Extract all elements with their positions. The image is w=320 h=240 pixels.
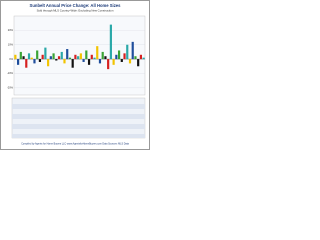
plot-area bbox=[13, 15, 146, 96]
bar bbox=[41, 54, 44, 60]
y-tick-label: -20% bbox=[7, 86, 14, 90]
bar bbox=[33, 59, 36, 64]
bar bbox=[142, 57, 145, 60]
bar bbox=[30, 57, 33, 60]
bar bbox=[101, 51, 104, 60]
bar bbox=[74, 54, 77, 60]
bar bbox=[93, 57, 96, 60]
bar bbox=[17, 59, 20, 65]
bar bbox=[55, 59, 58, 61]
table-row bbox=[12, 124, 145, 129]
table-row bbox=[12, 114, 145, 119]
chart: Sunbelt Annual Price Change: All Home Si… bbox=[0, 0, 150, 150]
bar bbox=[27, 53, 31, 60]
bar bbox=[139, 54, 142, 60]
data-table bbox=[11, 97, 146, 139]
bar bbox=[112, 59, 115, 65]
bar bbox=[96, 46, 99, 60]
bar bbox=[115, 54, 118, 60]
bar bbox=[87, 59, 91, 65]
bar bbox=[107, 59, 110, 70]
table-row bbox=[12, 134, 145, 138]
bar bbox=[134, 56, 137, 60]
bar bbox=[47, 59, 50, 67]
bar bbox=[120, 59, 123, 62]
bar bbox=[104, 56, 107, 60]
bar bbox=[123, 53, 126, 60]
bar bbox=[44, 47, 47, 60]
bar bbox=[14, 54, 17, 60]
bar bbox=[117, 50, 121, 60]
bar bbox=[68, 57, 72, 60]
bar bbox=[128, 59, 132, 64]
y-tick-label: 10% bbox=[8, 42, 14, 46]
footer: Compiled by Agents for Home Buyers LLC w… bbox=[21, 143, 129, 146]
chart-title: Sunbelt Annual Price Change: All Home Si… bbox=[30, 3, 122, 8]
bar bbox=[90, 54, 93, 60]
bar bbox=[131, 41, 134, 60]
bar bbox=[25, 59, 28, 68]
y-tick-label: 0% bbox=[9, 57, 13, 61]
bar bbox=[126, 44, 129, 60]
bar bbox=[98, 59, 102, 64]
bar bbox=[60, 51, 63, 60]
bar bbox=[63, 59, 66, 64]
bar bbox=[38, 59, 42, 62]
bar bbox=[82, 59, 85, 62]
bar bbox=[49, 56, 52, 60]
bar bbox=[109, 24, 112, 60]
bar bbox=[57, 56, 61, 60]
y-tick-label: 20% bbox=[8, 28, 14, 32]
bar bbox=[19, 51, 22, 60]
bar bbox=[77, 56, 80, 60]
chart-subtitle: Sold through MLS Country-Wide: Excluding… bbox=[37, 9, 114, 13]
bar bbox=[79, 53, 82, 60]
bar bbox=[137, 59, 140, 67]
bar bbox=[52, 53, 55, 60]
bar bbox=[71, 59, 74, 68]
y-tick-label: -10% bbox=[7, 71, 14, 75]
table-row bbox=[12, 104, 145, 109]
bar bbox=[66, 49, 69, 60]
bar bbox=[85, 50, 88, 60]
bar bbox=[36, 50, 39, 60]
bar bbox=[22, 56, 25, 60]
